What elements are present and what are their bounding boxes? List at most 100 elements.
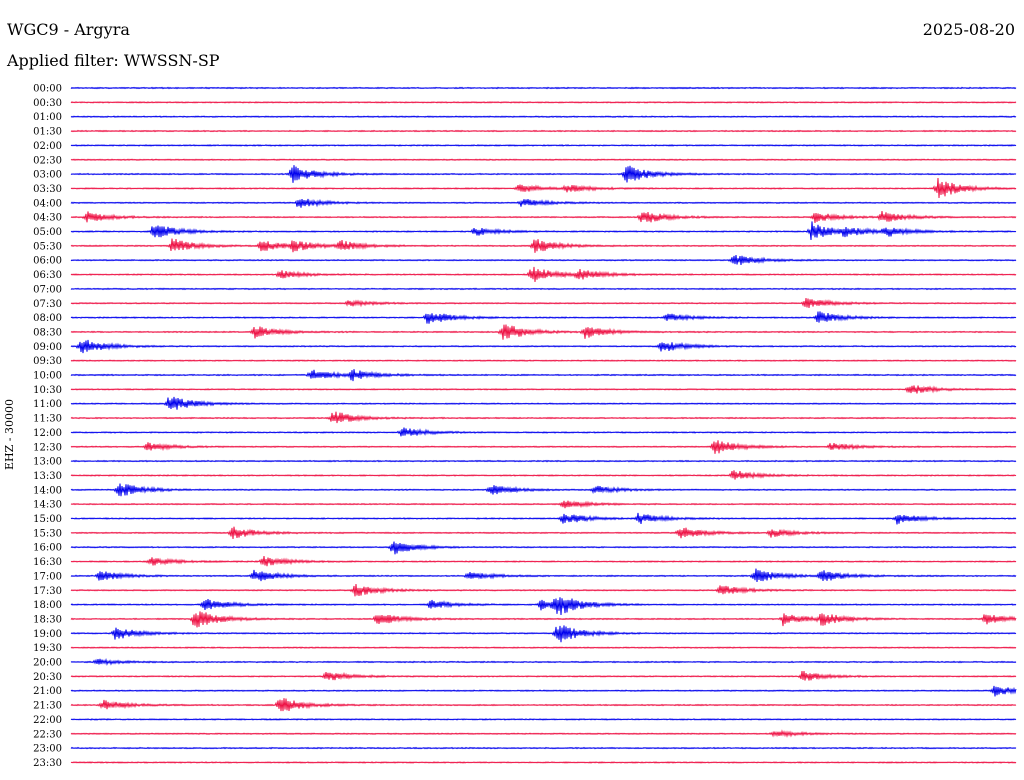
trace-line bbox=[70, 470, 1017, 480]
trace-line bbox=[70, 556, 1017, 567]
y-tick-label: 22:30 bbox=[33, 729, 62, 740]
trace-line bbox=[70, 761, 1017, 764]
trace-line bbox=[70, 177, 1017, 199]
y-tick-label: 13:30 bbox=[33, 471, 62, 482]
trace-line bbox=[70, 718, 1017, 721]
trace-line bbox=[70, 526, 1017, 540]
trace-line bbox=[70, 129, 1017, 133]
station-title: WGC9 - Argyra bbox=[7, 20, 130, 39]
y-tick-label: 18:30 bbox=[33, 614, 62, 625]
date-label: 2025-08-20 bbox=[922, 20, 1015, 39]
trace-line bbox=[70, 115, 1017, 119]
trace-line bbox=[70, 568, 1017, 583]
trace-line bbox=[70, 541, 1017, 555]
y-tick-label: 00:00 bbox=[33, 84, 62, 95]
trace-line bbox=[70, 657, 1017, 666]
y-tick-label: 12:00 bbox=[33, 428, 62, 439]
y-tick-label: 05:00 bbox=[33, 227, 62, 238]
trace-line bbox=[70, 670, 1017, 681]
y-tick-label: 15:30 bbox=[33, 528, 62, 539]
y-tick-label: 19:00 bbox=[33, 629, 62, 640]
y-tick-label: 10:00 bbox=[33, 371, 62, 382]
trace-line bbox=[70, 210, 1017, 224]
trace-line bbox=[70, 101, 1017, 104]
y-tick-label: 17:00 bbox=[33, 571, 62, 582]
trace-line bbox=[70, 385, 1017, 394]
trace-line bbox=[70, 266, 1017, 283]
trace-line bbox=[70, 311, 1017, 324]
y-tick-label: 17:30 bbox=[33, 586, 62, 597]
trace-line bbox=[70, 440, 1017, 454]
trace-line bbox=[70, 86, 1017, 90]
trace-line bbox=[70, 339, 1017, 354]
y-tick-label: 11:30 bbox=[33, 414, 62, 425]
y-tick-label: 00:30 bbox=[33, 98, 62, 109]
y-tick-label: 06:30 bbox=[33, 270, 62, 281]
y-tick-label: 10:30 bbox=[33, 385, 62, 396]
trace-line bbox=[70, 324, 1017, 340]
trace-line bbox=[70, 427, 1017, 437]
trace-line bbox=[70, 483, 1017, 497]
trace-line bbox=[70, 198, 1017, 208]
trace-line bbox=[70, 238, 1017, 253]
y-tick-label: 02:30 bbox=[33, 155, 62, 166]
y-tick-label: 11:00 bbox=[33, 399, 62, 410]
y-tick-label: 13:00 bbox=[33, 457, 62, 468]
y-tick-label: 16:00 bbox=[33, 543, 62, 554]
y-tick-label: 23:00 bbox=[33, 744, 62, 755]
y-tick-label: 08:00 bbox=[33, 313, 62, 324]
y-tick-label: 19:30 bbox=[33, 643, 62, 654]
trace-line bbox=[70, 165, 1017, 183]
trace-lines bbox=[70, 86, 1017, 764]
y-tick-label: 20:00 bbox=[33, 658, 62, 669]
y-tick-label: 03:00 bbox=[33, 170, 62, 181]
trace-line bbox=[70, 359, 1017, 362]
trace-line bbox=[70, 369, 1017, 382]
y-tick-label: 23:30 bbox=[33, 758, 62, 769]
y-tick-label: 12:30 bbox=[33, 442, 62, 453]
trace-line bbox=[70, 512, 1017, 525]
y-tick-label: 02:00 bbox=[33, 141, 62, 152]
y-tick-label: 01:00 bbox=[33, 112, 62, 123]
y-tick-label: 01:30 bbox=[33, 127, 62, 138]
filter-label: Applied filter: WWSSN-SP bbox=[7, 51, 220, 70]
y-tick-label: 03:30 bbox=[33, 184, 62, 195]
trace-line bbox=[70, 255, 1017, 265]
trace-line bbox=[70, 144, 1017, 147]
y-tick-labels: 00:00 00:30 01:00 01:30 02:00 02:30 03:00 03:30… bbox=[33, 84, 62, 769]
y-tick-label: 07:30 bbox=[33, 299, 62, 310]
y-tick-label: 09:30 bbox=[33, 356, 62, 367]
y-tick-label: 08:30 bbox=[33, 327, 62, 338]
trace-line bbox=[70, 597, 1017, 616]
trace-line bbox=[70, 729, 1017, 738]
trace-line bbox=[70, 396, 1017, 410]
y-tick-label: 05:30 bbox=[33, 241, 62, 252]
y-tick-label: 18:00 bbox=[33, 600, 62, 611]
y-tick-label: 14:30 bbox=[33, 500, 62, 511]
trace-line bbox=[70, 698, 1017, 712]
y-tick-label: 14:00 bbox=[33, 485, 62, 496]
trace-line bbox=[70, 158, 1017, 162]
trace-line bbox=[70, 500, 1017, 509]
trace-line bbox=[70, 646, 1017, 649]
trace-line bbox=[70, 411, 1017, 424]
y-tick-label: 22:00 bbox=[33, 715, 62, 726]
trace-line bbox=[70, 625, 1017, 643]
trace-line bbox=[70, 611, 1017, 628]
trace-line bbox=[70, 746, 1017, 750]
trace-line bbox=[70, 297, 1017, 308]
y-tick-label: 20:30 bbox=[33, 672, 62, 683]
trace-line bbox=[70, 221, 1017, 241]
trace-line bbox=[70, 287, 1017, 291]
y-tick-label: 04:30 bbox=[33, 213, 62, 224]
y-tick-label: 04:00 bbox=[33, 198, 62, 209]
y-tick-label: 15:00 bbox=[33, 514, 62, 525]
y-tick-label: 06:00 bbox=[33, 256, 62, 267]
trace-line bbox=[70, 583, 1017, 597]
y-tick-label: 07:00 bbox=[33, 284, 62, 295]
y-tick-label: 21:30 bbox=[33, 701, 62, 712]
y-tick-label: 21:00 bbox=[33, 686, 62, 697]
y-tick-label: 09:00 bbox=[33, 342, 62, 353]
trace-line bbox=[70, 459, 1017, 463]
